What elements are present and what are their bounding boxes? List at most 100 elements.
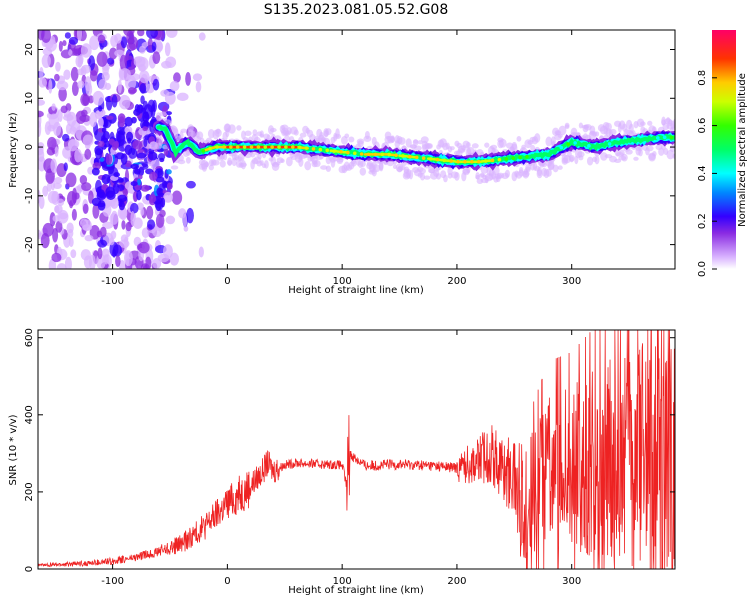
heatmap-cell bbox=[577, 151, 585, 158]
heatmap-cell bbox=[148, 194, 157, 204]
ridge-point bbox=[587, 144, 591, 148]
heatmap-cell bbox=[71, 208, 77, 221]
ridge-point bbox=[373, 152, 378, 157]
heatmap-cell bbox=[47, 136, 57, 151]
heatmap-cell bbox=[237, 153, 245, 162]
heatmap-cell bbox=[127, 87, 136, 95]
ridge-point bbox=[476, 159, 481, 164]
ridge-point bbox=[215, 145, 219, 149]
heatmap-cell bbox=[68, 36, 79, 45]
heatmap-cell bbox=[85, 82, 93, 96]
heatmap-cell bbox=[77, 55, 82, 68]
heatmap-cell bbox=[313, 160, 321, 168]
heatmap-cell bbox=[149, 171, 158, 181]
heatmap-cell bbox=[111, 94, 118, 108]
heatmap-cell bbox=[516, 136, 522, 142]
snr-frame bbox=[37, 329, 676, 570]
ridge-point bbox=[291, 145, 295, 149]
ridge-point bbox=[607, 142, 612, 146]
heatmap-cell bbox=[138, 166, 145, 176]
ridge-point bbox=[497, 157, 502, 162]
heatmap-cell bbox=[522, 170, 530, 179]
colorbar: 0.0 0.2 0.4 0.6 0.8 Normalized spectral ampl… bbox=[697, 30, 748, 277]
x-tick-label: 100 bbox=[333, 576, 352, 587]
heatmap-cell bbox=[160, 197, 166, 208]
ridge-point bbox=[284, 145, 288, 149]
heatmap-cell bbox=[408, 169, 414, 180]
heatmap-cell bbox=[164, 42, 171, 57]
heatmap-cell bbox=[127, 137, 132, 144]
heatmap-cell bbox=[557, 165, 563, 170]
heatmap-cell bbox=[159, 111, 168, 117]
ridge-point bbox=[194, 148, 199, 152]
heatmap-cell bbox=[81, 219, 92, 231]
heatmap-cell bbox=[363, 135, 372, 142]
heatmap-cell bbox=[79, 175, 88, 185]
spectrogram-y-axis-label: Frequency (Hz) bbox=[8, 112, 19, 188]
heatmap-cell bbox=[136, 152, 147, 159]
heatmap-cell bbox=[76, 30, 83, 42]
heatmap-cell bbox=[137, 30, 145, 37]
heatmap-cell bbox=[145, 83, 155, 94]
heatmap-cell bbox=[114, 33, 122, 44]
heatmap-cell bbox=[586, 156, 594, 166]
heatmap-cell bbox=[97, 247, 103, 260]
ridge-point bbox=[187, 142, 192, 146]
heatmap-cell bbox=[165, 30, 178, 38]
ridge-point bbox=[545, 152, 550, 157]
heatmap-cell bbox=[98, 117, 104, 128]
heatmap-cell bbox=[58, 87, 67, 102]
ridge-point bbox=[635, 138, 639, 142]
heatmap-cell bbox=[74, 148, 82, 163]
x-tick-label: 200 bbox=[447, 276, 466, 287]
heatmap-cell bbox=[52, 227, 59, 243]
heatmap-cell bbox=[534, 133, 541, 143]
heatmap-cell bbox=[185, 71, 191, 86]
heatmap-cell bbox=[57, 109, 63, 123]
heatmap-cell bbox=[412, 139, 419, 146]
ridge-point bbox=[180, 144, 185, 148]
heatmap-cell bbox=[166, 169, 172, 175]
heatmap-cell bbox=[215, 128, 221, 134]
heatmap-cell bbox=[137, 241, 150, 254]
heatmap-cell bbox=[98, 105, 103, 112]
heatmap-cell bbox=[52, 215, 60, 222]
colorbar-tick-label: 0.4 bbox=[697, 165, 708, 181]
heatmap-cell bbox=[98, 79, 108, 90]
heatmap-cell bbox=[443, 174, 448, 183]
heatmap-cell bbox=[633, 156, 639, 161]
heatmap-cell bbox=[552, 164, 559, 173]
ridge-point bbox=[552, 149, 557, 154]
heatmap-cell bbox=[490, 144, 498, 150]
heatmap-cell bbox=[257, 153, 262, 160]
heatmap-cell bbox=[63, 69, 71, 80]
heatmap-cell bbox=[92, 203, 100, 219]
ridge-point bbox=[394, 153, 398, 158]
figure-title: S135.2023.081.05.52.G08 bbox=[264, 2, 449, 18]
heatmap-cell bbox=[96, 51, 108, 67]
heatmap-cell bbox=[70, 249, 77, 259]
x-tick-label: -100 bbox=[101, 576, 124, 587]
heatmap-cell bbox=[92, 90, 105, 106]
heatmap-cell bbox=[70, 66, 79, 82]
ridge-point bbox=[628, 139, 633, 143]
heatmap-cell bbox=[125, 251, 130, 267]
ridge-point bbox=[669, 135, 674, 140]
heatmap-cell bbox=[82, 94, 89, 106]
heatmap-cell bbox=[71, 187, 78, 204]
heatmap-cell bbox=[97, 239, 108, 248]
ridge-point bbox=[655, 136, 660, 140]
heatmap-cell bbox=[320, 165, 328, 170]
heatmap-cell bbox=[113, 172, 120, 178]
heatmap-cell bbox=[614, 158, 622, 163]
heatmap-cell bbox=[568, 154, 575, 162]
heatmap-cell bbox=[124, 144, 133, 155]
heatmap-cell bbox=[350, 159, 357, 167]
colorbar-ticks: 0.0 0.2 0.4 0.6 0.8 bbox=[697, 70, 717, 277]
heatmap-cell bbox=[55, 61, 61, 72]
heatmap-cell bbox=[58, 40, 63, 52]
y-tick-label: -10 bbox=[24, 188, 35, 204]
heatmap-cell bbox=[115, 152, 125, 160]
heatmap-cell bbox=[68, 139, 78, 152]
